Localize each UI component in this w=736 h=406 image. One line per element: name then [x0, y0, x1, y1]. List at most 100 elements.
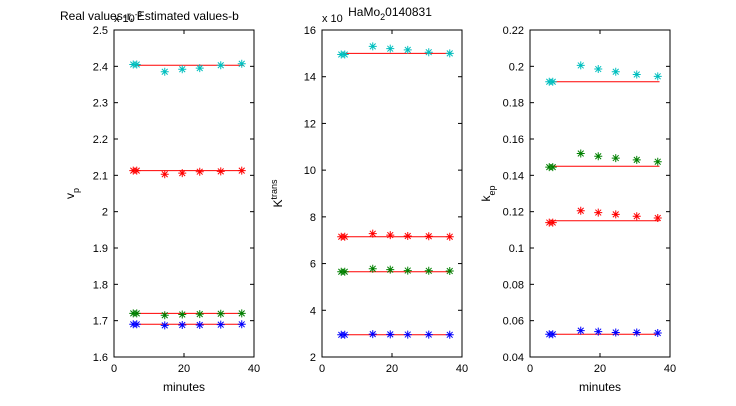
- data-series: [129, 166, 246, 179]
- figure-title: HaMo20140831: [348, 5, 432, 22]
- data-point: [576, 206, 585, 215]
- data-point: [216, 320, 225, 329]
- data-point: [445, 267, 454, 276]
- x-tick-label: 0: [111, 363, 117, 375]
- data-point: [594, 208, 603, 217]
- y-tick-label: 2: [310, 352, 316, 364]
- y-tick-label: 2.1: [93, 170, 108, 182]
- data-point: [160, 170, 169, 179]
- data-point: [548, 77, 557, 86]
- data-point: [594, 65, 603, 74]
- y-tick-label: 1.8: [93, 279, 108, 291]
- chart-panel-2: 2 4 6 8 10 12 14 16 0 20 40 Ktrans x 10: [269, 13, 468, 375]
- legend-caption: Real values-r, Estimated values-b: [60, 9, 239, 23]
- data-point: [403, 232, 412, 241]
- data-point: [611, 210, 620, 219]
- data-point: [132, 60, 141, 69]
- data-series: [545, 206, 662, 227]
- data-point: [424, 330, 433, 339]
- data-point: [178, 321, 187, 330]
- y-tick-label: 2.5: [93, 25, 108, 37]
- data-point: [653, 329, 662, 338]
- data-point: [160, 311, 169, 320]
- data-point: [340, 232, 349, 241]
- data-point: [403, 266, 412, 275]
- y-tick-label: 0.22: [503, 25, 524, 37]
- y-tick-label: 2.2: [93, 134, 108, 146]
- data-series: [129, 320, 246, 330]
- data-point: [611, 154, 620, 163]
- y-tick-label: 1.9: [93, 243, 108, 255]
- data-point: [160, 321, 169, 330]
- x-tick-label: 20: [386, 363, 398, 375]
- data-series: [545, 326, 662, 339]
- chart-panel-1: 1.6 1.7 1.8 1.9 2 2.1 2.2 2.3 2.4 2.5 0 20 40 minutes…: [63, 10, 260, 394]
- x-tick-label: 40: [456, 363, 468, 375]
- data-point: [632, 155, 641, 164]
- data-point: [368, 330, 377, 339]
- plot-area: [529, 29, 671, 358]
- data-point: [368, 229, 377, 238]
- data-point: [632, 70, 641, 79]
- y-tick-label: 1.7: [93, 316, 108, 328]
- data-series: [545, 61, 662, 86]
- data-point: [576, 149, 585, 158]
- data-point: [368, 42, 377, 51]
- data-point: [386, 265, 395, 274]
- y-tick-label: 12: [304, 118, 316, 130]
- data-series: [545, 149, 662, 172]
- x-tick-label: 0: [319, 363, 325, 375]
- data-point: [216, 61, 225, 70]
- data-point: [340, 330, 349, 339]
- y-tick-label: 0.14: [503, 170, 524, 182]
- y-tick-label: 2: [102, 207, 108, 219]
- data-point: [386, 330, 395, 339]
- data-point: [594, 152, 603, 161]
- y-tick-label: 2.3: [93, 98, 108, 110]
- x-tick-label: 20: [178, 363, 190, 375]
- data-point: [548, 163, 557, 172]
- data-point: [340, 50, 349, 59]
- data-point: [237, 320, 246, 329]
- y-tick-label: 0.16: [503, 134, 524, 146]
- plot-area: [113, 29, 255, 358]
- y-tick-label: 10: [304, 165, 316, 177]
- y-tick-label: 2.4: [93, 61, 108, 73]
- data-point: [368, 264, 377, 273]
- data-point: [403, 330, 412, 339]
- data-point: [576, 326, 585, 335]
- y-tick-label: 0.1: [509, 243, 524, 255]
- data-point: [132, 309, 141, 318]
- x-tick-label: 40: [664, 363, 676, 375]
- chart-panel-3: 0.04 0.06 0.08 0.1 0.12 0.14 0.16 0.18 0.2 0.22 0 2…: [479, 25, 676, 394]
- data-series: [337, 264, 454, 276]
- data-point: [195, 321, 204, 330]
- y-tick-label: 6: [310, 259, 316, 271]
- y-axis-label: vp: [63, 188, 81, 199]
- data-point: [653, 72, 662, 81]
- data-point: [216, 167, 225, 176]
- data-point: [195, 310, 204, 319]
- data-point: [132, 166, 141, 175]
- data-point: [195, 167, 204, 176]
- axis-exponent: x 10-3: [114, 10, 142, 25]
- x-tick-label: 20: [594, 363, 606, 375]
- data-point: [386, 231, 395, 240]
- data-point: [178, 310, 187, 319]
- x-axis-label: minutes: [163, 380, 205, 394]
- data-point: [403, 45, 412, 54]
- y-tick-label: 0.18: [503, 98, 524, 110]
- data-point: [653, 214, 662, 223]
- data-point: [237, 59, 246, 68]
- data-series: [337, 42, 454, 59]
- axis-exponent: x 10: [322, 13, 343, 25]
- y-tick-label: 14: [304, 72, 316, 84]
- data-point: [178, 65, 187, 74]
- y-axis-label: Ktrans: [269, 179, 285, 208]
- data-point: [632, 212, 641, 221]
- data-point: [445, 49, 454, 58]
- data-point: [576, 61, 585, 70]
- data-point: [216, 309, 225, 318]
